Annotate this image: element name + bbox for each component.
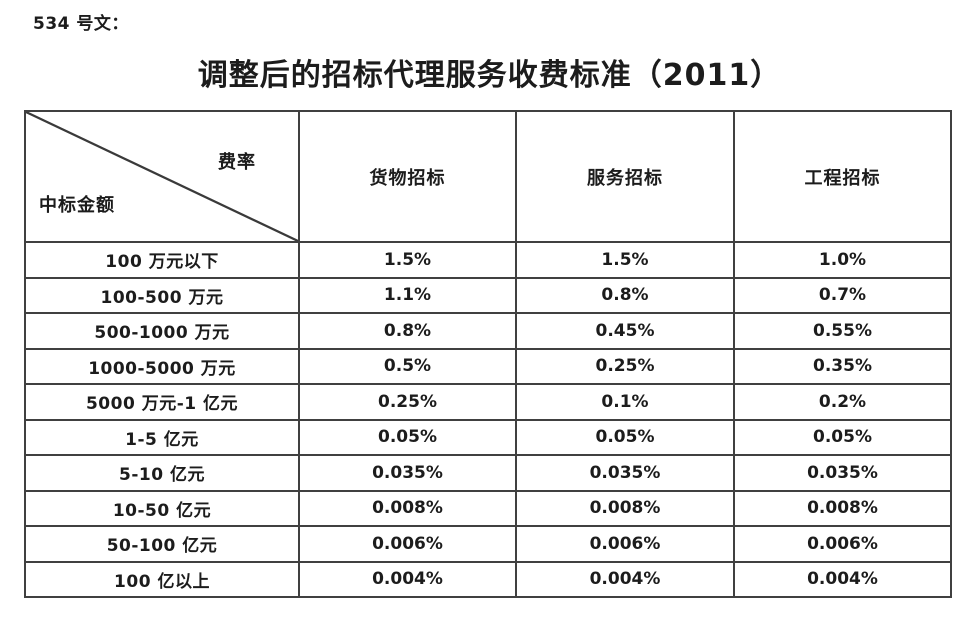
rate-cell: 0.25% — [515, 347, 735, 385]
rate-cell: 0.5% — [298, 347, 517, 385]
column-header-service: 服务招标 — [515, 110, 735, 243]
row-label-cell: 500-1000 万元 — [24, 312, 300, 350]
rate-cell: 0.035% — [515, 454, 735, 492]
rate-cell: 0.006% — [298, 525, 517, 563]
rate-cell: 0.1% — [515, 383, 735, 421]
corner-header-cell: 费率 中标金额 — [24, 110, 300, 243]
column-header-goods: 货物招标 — [298, 110, 517, 243]
rate-cell: 0.25% — [298, 383, 517, 421]
doc-number-label: 534 号文： — [33, 14, 129, 34]
rate-cell: 0.008% — [733, 489, 952, 527]
rate-cell: 1.5% — [298, 241, 517, 279]
diagonal-line — [26, 112, 298, 241]
row-label-cell: 50-100 亿元 — [24, 525, 300, 563]
rate-cell: 1.5% — [515, 241, 735, 279]
document-title: 调整后的招标代理服务收费标准（2011） — [197, 58, 782, 93]
rate-cell: 0.45% — [515, 312, 735, 350]
rate-cell: 0.05% — [298, 418, 517, 456]
row-label-cell: 100 亿以上 — [24, 560, 300, 598]
row-label-cell: 1-5 亿元 — [24, 418, 300, 456]
table-row: 100-500 万元 1.1% 0.8% 0.7% — [24, 276, 952, 314]
rate-cell: 0.004% — [515, 560, 735, 598]
rate-cell: 0.35% — [733, 347, 952, 385]
rate-cell: 1.0% — [733, 241, 952, 279]
rate-cell: 0.035% — [733, 454, 952, 492]
row-label-cell: 5-10 亿元 — [24, 454, 300, 492]
column-header-works: 工程招标 — [733, 110, 952, 243]
fee-rate-table: 费率 中标金额 货物招标 服务招标 工程招标 100 万元以下 1.5% 1.5… — [24, 110, 952, 598]
table-row: 100 万元以下 1.5% 1.5% 1.0% — [24, 241, 952, 279]
rate-cell: 0.2% — [733, 383, 952, 421]
row-label-cell: 5000 万元-1 亿元 — [24, 383, 300, 421]
table-row: 1-5 亿元 0.05% 0.05% 0.05% — [24, 418, 952, 456]
table-row: 50-100 亿元 0.006% 0.006% 0.006% — [24, 525, 952, 563]
rate-cell: 0.8% — [515, 276, 735, 314]
table-row: 1000-5000 万元 0.5% 0.25% 0.35% — [24, 347, 952, 385]
rate-cell: 1.1% — [298, 276, 517, 314]
rate-cell: 0.05% — [733, 418, 952, 456]
table-row: 5-10 亿元 0.035% 0.035% 0.035% — [24, 454, 952, 492]
rate-cell: 0.006% — [515, 525, 735, 563]
rate-cell: 0.008% — [298, 489, 517, 527]
table-row: 500-1000 万元 0.8% 0.45% 0.55% — [24, 312, 952, 350]
table-row: 100 亿以上 0.004% 0.004% 0.004% — [24, 560, 952, 598]
rate-cell: 0.008% — [515, 489, 735, 527]
table-row: 10-50 亿元 0.008% 0.008% 0.008% — [24, 489, 952, 527]
rate-cell: 0.55% — [733, 312, 952, 350]
row-label-cell: 10-50 亿元 — [24, 489, 300, 527]
row-label-cell: 100-500 万元 — [24, 276, 300, 314]
rate-cell: 0.004% — [733, 560, 952, 598]
rate-cell: 0.8% — [298, 312, 517, 350]
rate-cell: 0.004% — [298, 560, 517, 598]
rate-cell: 0.006% — [733, 525, 952, 563]
corner-label-amount: 中标金额 — [39, 195, 115, 216]
table-row: 5000 万元-1 亿元 0.25% 0.1% 0.2% — [24, 383, 952, 421]
rate-cell: 0.05% — [515, 418, 735, 456]
rate-cell: 0.035% — [298, 454, 517, 492]
corner-label-rate: 费率 — [218, 152, 256, 173]
rate-cell: 0.7% — [733, 276, 952, 314]
row-label-cell: 1000-5000 万元 — [24, 347, 300, 385]
row-label-cell: 100 万元以下 — [24, 241, 300, 279]
table-header-row: 费率 中标金额 货物招标 服务招标 工程招标 — [24, 110, 952, 243]
